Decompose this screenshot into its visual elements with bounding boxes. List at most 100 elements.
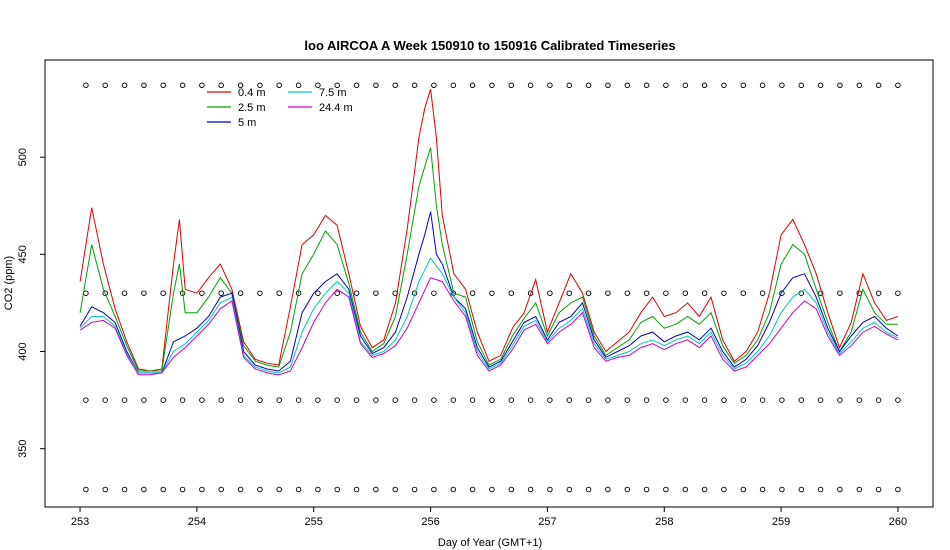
reference-marker bbox=[875, 82, 882, 89]
reference-marker bbox=[353, 397, 360, 403]
reference-marker bbox=[837, 486, 843, 493]
x-axis-label: Day of Year (GMT+1) bbox=[438, 537, 542, 549]
reference-marker bbox=[721, 82, 727, 89]
reference-marker bbox=[856, 397, 863, 403]
reference-marker bbox=[547, 290, 553, 296]
reference-marker bbox=[160, 82, 166, 89]
series-line-5-m bbox=[79, 211, 899, 374]
reference-marker bbox=[817, 486, 824, 493]
reference-marker bbox=[489, 397, 495, 403]
reference-marker bbox=[527, 486, 534, 493]
reference-marker bbox=[740, 486, 747, 493]
reference-marker bbox=[179, 486, 186, 493]
reference-marker bbox=[295, 82, 302, 89]
reference-marker bbox=[237, 397, 244, 403]
reference-marker bbox=[392, 82, 398, 89]
reference-marker bbox=[895, 82, 901, 89]
reference-marker bbox=[856, 82, 863, 89]
reference-marker bbox=[779, 82, 785, 89]
reference-marker bbox=[721, 397, 727, 403]
x-tick-label: 256 bbox=[421, 516, 439, 528]
reference-marker bbox=[721, 486, 727, 493]
reference-marker bbox=[411, 82, 418, 89]
reference-marker bbox=[199, 486, 205, 493]
reference-marker bbox=[218, 82, 224, 89]
legend-label: 0.4 m bbox=[238, 87, 266, 99]
plot-frame bbox=[44, 59, 934, 508]
reference-marker bbox=[199, 397, 205, 403]
reference-marker bbox=[663, 397, 669, 403]
reference-marker bbox=[508, 397, 515, 403]
reference-marker bbox=[663, 486, 669, 493]
y-axis-label: CO2 (ppm) bbox=[3, 256, 15, 310]
reference-marker bbox=[624, 82, 631, 89]
reference-marker bbox=[315, 397, 321, 403]
reference-marker bbox=[121, 290, 128, 296]
reference-marker bbox=[489, 290, 495, 296]
reference-marker bbox=[276, 82, 282, 89]
reference-marker bbox=[798, 82, 805, 89]
reference-marker bbox=[759, 486, 766, 493]
y-axis: 350 400 450 500 bbox=[17, 148, 45, 458]
reference-marker bbox=[682, 397, 689, 403]
reference-marker bbox=[701, 397, 708, 403]
reference-marker bbox=[837, 82, 843, 89]
series-line-0-4-m bbox=[79, 89, 899, 372]
reference-marker bbox=[353, 82, 360, 89]
y-tick-label: 500 bbox=[17, 148, 29, 166]
reference-marker bbox=[334, 290, 340, 296]
reference-marker bbox=[334, 397, 340, 403]
reference-marker bbox=[257, 82, 263, 89]
reference-marker bbox=[547, 486, 553, 493]
chart-title: loo AIRCOA A Week 150910 to 150916 Calib… bbox=[304, 38, 675, 53]
reference-marker bbox=[102, 82, 108, 89]
reference-marker bbox=[315, 82, 321, 89]
reference-marker bbox=[141, 486, 147, 493]
reference-marker bbox=[740, 290, 747, 296]
reference-marker bbox=[566, 486, 573, 493]
reference-marker bbox=[141, 82, 147, 89]
reference-markers bbox=[83, 82, 901, 493]
x-tick-label: 260 bbox=[889, 516, 907, 528]
reference-marker bbox=[141, 290, 147, 296]
reference-marker bbox=[295, 397, 302, 403]
reference-marker bbox=[837, 290, 843, 296]
reference-marker bbox=[83, 486, 89, 493]
y-tick-label: 450 bbox=[17, 245, 29, 263]
x-tick-label: 259 bbox=[772, 516, 790, 528]
y-tick-label: 400 bbox=[17, 342, 29, 360]
legend: 0.4 m 2.5 m 5 m 7.5 m 24.4 m bbox=[207, 87, 353, 129]
reference-marker bbox=[605, 290, 611, 296]
reference-marker bbox=[740, 82, 747, 89]
legend-label: 24.4 m bbox=[319, 102, 353, 114]
reference-marker bbox=[682, 486, 689, 493]
reference-marker bbox=[663, 82, 669, 89]
reference-marker bbox=[160, 290, 166, 296]
reference-marker bbox=[547, 82, 553, 89]
reference-marker bbox=[392, 397, 398, 403]
reference-marker bbox=[624, 397, 631, 403]
reference-marker bbox=[469, 290, 476, 296]
reference-marker bbox=[121, 82, 128, 89]
reference-marker bbox=[798, 397, 805, 403]
reference-marker bbox=[566, 82, 573, 89]
legend-label: 7.5 m bbox=[319, 87, 347, 99]
x-tick-label: 257 bbox=[538, 516, 556, 528]
x-tick-label: 255 bbox=[305, 516, 323, 528]
reference-marker bbox=[527, 397, 534, 403]
reference-marker bbox=[837, 397, 843, 403]
reference-marker bbox=[527, 82, 534, 89]
reference-marker bbox=[895, 290, 901, 296]
reference-marker bbox=[701, 290, 708, 296]
series-line-7-5-m bbox=[79, 257, 899, 374]
reference-marker bbox=[353, 290, 360, 296]
reference-marker bbox=[663, 290, 669, 296]
reference-marker bbox=[779, 397, 785, 403]
reference-marker bbox=[373, 82, 379, 89]
reference-marker bbox=[759, 397, 766, 403]
reference-marker bbox=[817, 82, 824, 89]
reference-marker bbox=[315, 486, 321, 493]
reference-marker bbox=[895, 397, 901, 403]
reference-marker bbox=[895, 486, 901, 493]
reference-marker bbox=[856, 486, 863, 493]
